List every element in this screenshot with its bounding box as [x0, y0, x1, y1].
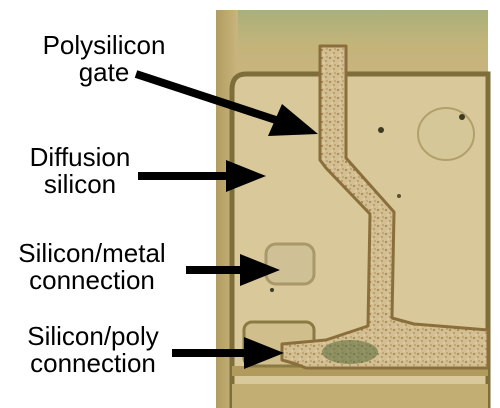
- label-silicon-metal-connection-line2: connection: [29, 265, 155, 295]
- label-silicon-metal-connection: Silicon/metal connection: [2, 240, 182, 294]
- round-feature: [378, 107, 475, 198]
- label-silicon-poly-connection-line2: connection: [30, 348, 156, 378]
- label-polysilicon-gate-line2: gate: [78, 57, 130, 87]
- arrow-polysilicon-gate: [134, 70, 318, 136]
- label-silicon-poly-connection: Silicon/poly connection: [8, 323, 178, 377]
- label-polysilicon-gate: Polysilicon gate: [14, 32, 194, 86]
- label-diffusion-silicon: Diffusion silicon: [20, 144, 140, 198]
- arrow-silicon-metal-connection: [186, 254, 280, 286]
- polysilicon-gate-trace: [280, 44, 490, 370]
- arrow-silicon-poly-connection: [172, 337, 284, 369]
- silicon-metal-contact: [264, 242, 316, 292]
- label-polysilicon-gate-line1: Polysilicon: [42, 30, 166, 60]
- label-diffusion-silicon-line1: Diffusion: [29, 142, 131, 172]
- label-silicon-poly-connection-line1: Silicon/poly: [27, 321, 159, 351]
- label-diffusion-silicon-line2: silicon: [43, 169, 117, 199]
- label-silicon-metal-connection-line1: Silicon/metal: [18, 238, 166, 268]
- arrow-diffusion-silicon: [138, 160, 266, 192]
- annotation-arrows: [134, 70, 318, 369]
